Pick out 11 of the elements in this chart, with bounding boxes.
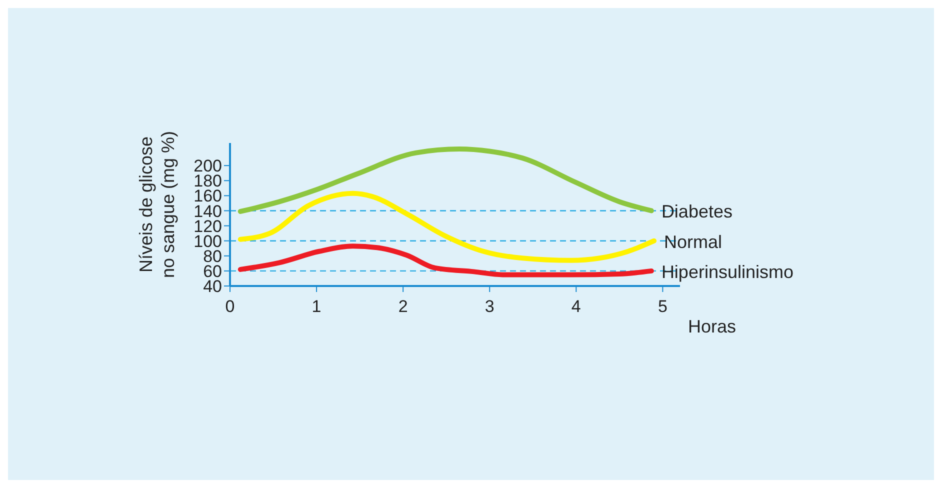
x-tick-label: 1: [312, 297, 322, 316]
x-axis-title: Horas: [688, 316, 736, 336]
x-tick-label: 0: [225, 297, 235, 316]
x-tick-label: 3: [484, 297, 494, 316]
series-label: Normal: [664, 232, 722, 252]
series-label: Hiperinsulinismo: [661, 262, 794, 282]
series-label: Diabetes: [661, 202, 732, 222]
x-tick-label: 5: [658, 297, 668, 316]
x-tick-label: 2: [398, 297, 408, 316]
x-tick-label: 4: [571, 297, 581, 316]
y-axis-title: Níveis de glicose no sangue (mg %): [136, 130, 178, 278]
